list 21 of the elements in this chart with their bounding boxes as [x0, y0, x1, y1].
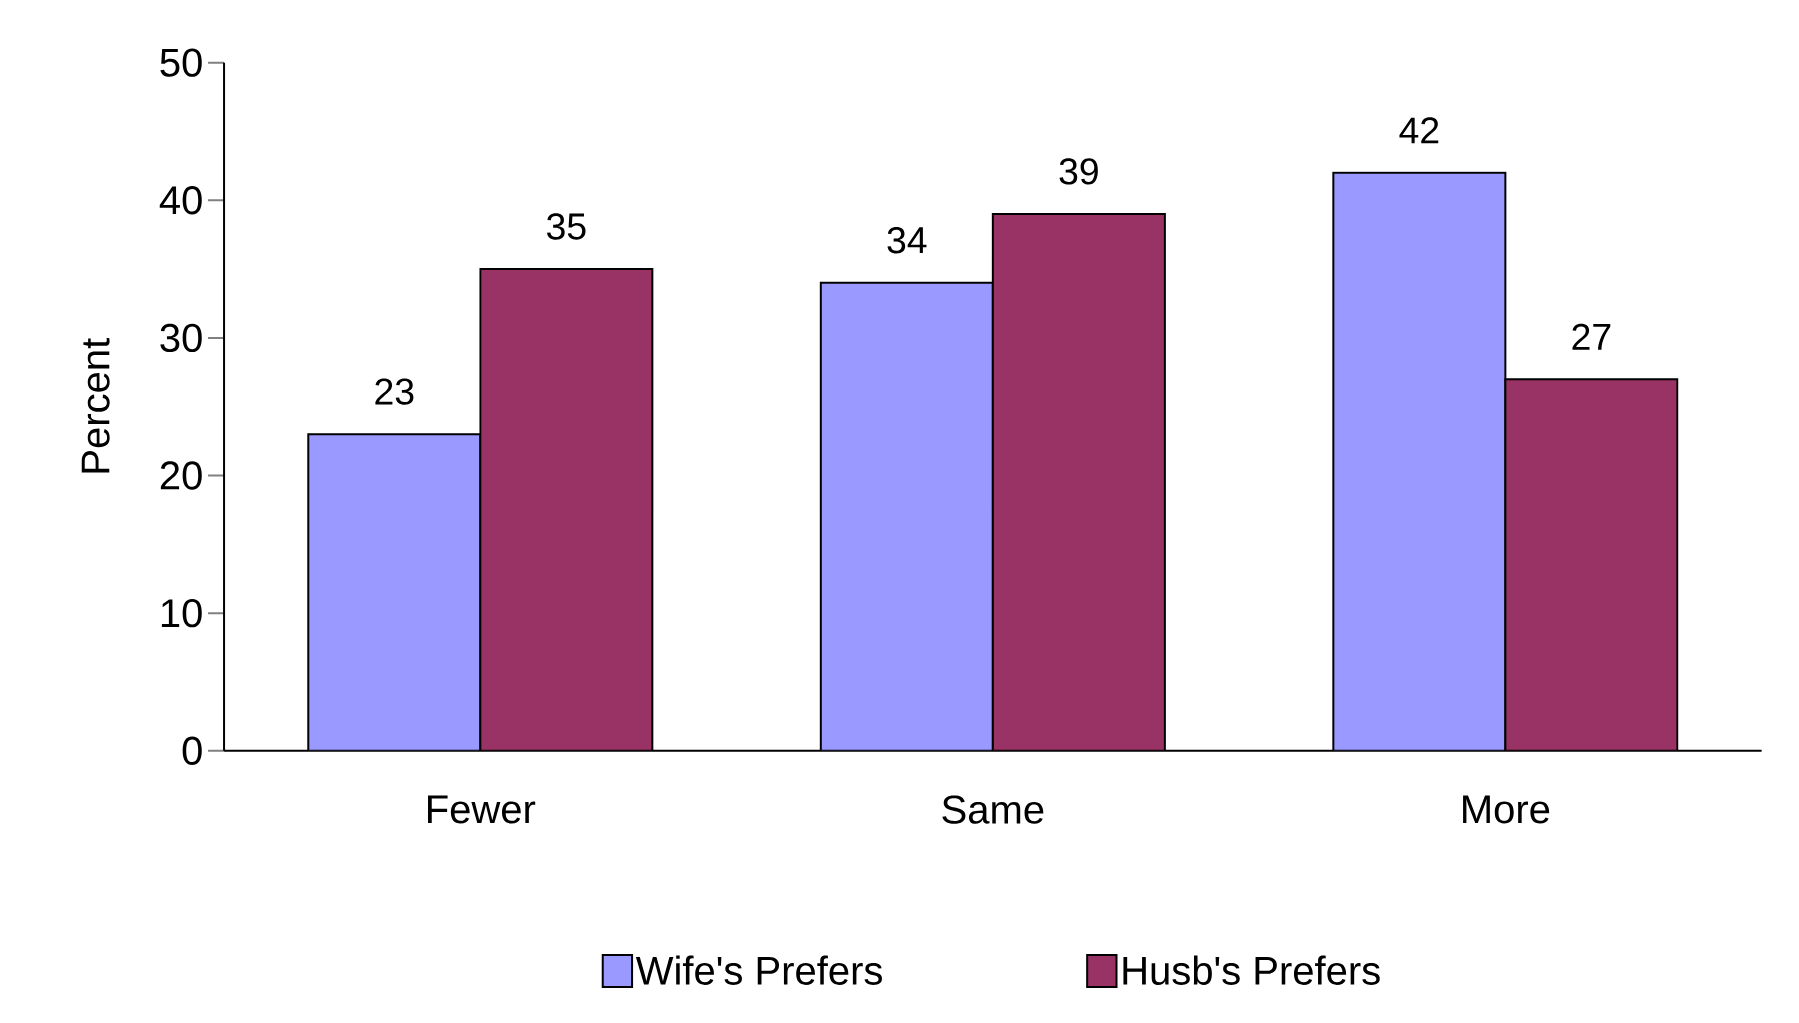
data-label: 27 — [1572, 323, 1611, 350]
bar — [1332, 171, 1507, 751]
y-tick-label: 20 — [160, 461, 202, 490]
bar — [308, 434, 481, 751]
y-tick-label: 10 — [161, 599, 202, 628]
data-label: 39 — [1059, 158, 1098, 185]
bar — [820, 282, 993, 751]
legend-label: Wife's Prefers — [635, 955, 882, 985]
y-axis-title: Percent — [81, 338, 110, 473]
x-tick-label: Fewer — [428, 795, 536, 824]
y-tick-label: 50 — [160, 48, 202, 77]
legend-label: Husb's Prefers — [1123, 955, 1380, 985]
data-label: 23 — [375, 378, 414, 405]
data-label: 35 — [546, 213, 586, 240]
y-tick-label: 40 — [159, 186, 202, 215]
y-tick-label: 30 — [160, 323, 202, 353]
y-tick-label: 0 — [182, 736, 202, 766]
data-label: 42 — [1399, 117, 1439, 144]
x-tick-label: More — [1463, 795, 1550, 824]
x-tick-label: Same — [942, 795, 1044, 824]
data-label: 34 — [887, 227, 927, 254]
